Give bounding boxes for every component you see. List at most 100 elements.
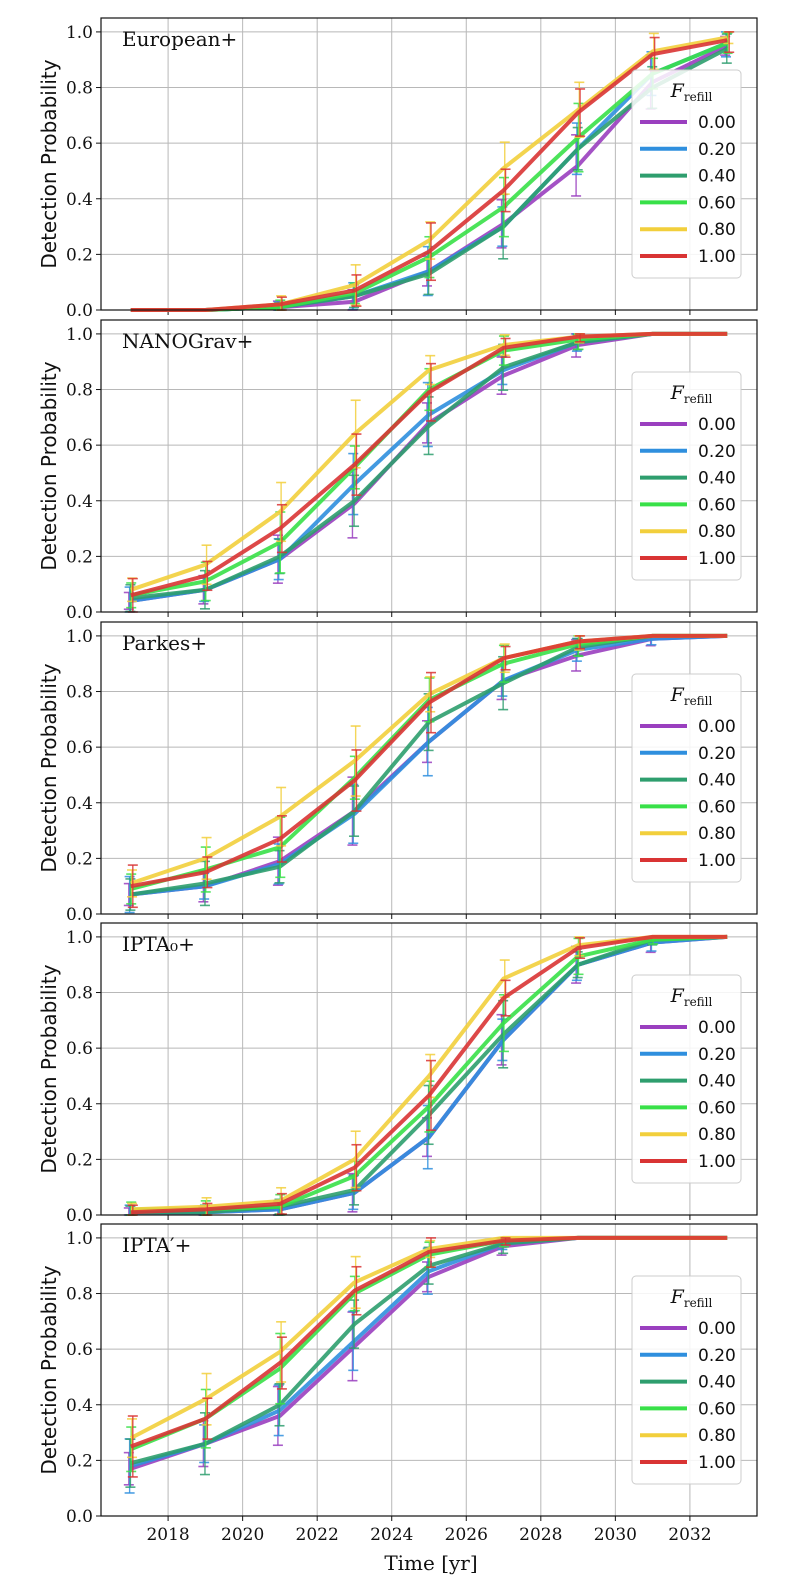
y-tick-label: 0.6 <box>66 134 93 154</box>
panel-title: Parkes+ <box>122 631 207 655</box>
series-1.00 <box>127 331 728 613</box>
y-tick-label: 1.0 <box>66 928 93 948</box>
y-tick-label: 0.4 <box>66 794 93 814</box>
legend-label: 0.60 <box>698 1098 736 1118</box>
y-tick-label: 0.4 <box>66 492 93 512</box>
y-tick-label: 0.8 <box>66 1285 93 1305</box>
y-axis-label: Detection Probability <box>37 59 61 268</box>
y-axis-label: Detection Probability <box>37 1265 61 1474</box>
legend-label: 0.60 <box>698 1399 736 1419</box>
y-tick-label: 0.6 <box>66 738 93 758</box>
y-tick-label: 1.0 <box>66 627 93 647</box>
legend-label: 0.20 <box>698 140 736 160</box>
legend-label: 1.00 <box>698 1453 736 1473</box>
legend-label: 0.80 <box>698 1125 736 1145</box>
panel-title: IPTA′+ <box>122 1233 191 1257</box>
legend-label: 0.00 <box>698 113 736 133</box>
series-line <box>130 633 728 889</box>
legend-label: 0.40 <box>698 469 736 489</box>
x-tick-label: 2026 <box>445 1525 488 1545</box>
legend-label: 1.00 <box>698 1152 736 1172</box>
series-1.00 <box>127 633 728 909</box>
legend-label: 0.60 <box>698 193 736 213</box>
x-tick-label: 2020 <box>221 1525 264 1545</box>
plot-frame <box>100 922 758 1216</box>
panel-5: 0.0 0.2 0.4 0.6 0.8 1.0 2018 2020 2022 2024 2026 20… <box>37 1223 758 1545</box>
plot-frame <box>100 621 758 915</box>
legend-label: 0.40 <box>698 167 736 187</box>
legend-label: 0.80 <box>698 1426 736 1446</box>
legend-label: 0.80 <box>698 824 736 844</box>
y-axis-label: Detection Probability <box>37 964 61 1173</box>
y-tick-label: 1.0 <box>66 325 93 345</box>
y-tick-label: 0.0 <box>66 1507 93 1527</box>
y-axis-label: Detection Probability <box>37 361 61 570</box>
plot-frame <box>100 319 758 613</box>
legend-label: 0.40 <box>698 1373 736 1393</box>
legend-label: 0.00 <box>698 717 736 737</box>
x-tick-label: 2018 <box>146 1525 189 1545</box>
series-line <box>130 38 728 312</box>
legend-label: 0.80 <box>698 220 736 240</box>
y-tick-label: 0.2 <box>66 245 93 265</box>
y-axis-label: Detection Probability <box>37 663 61 872</box>
plot-frame <box>100 1223 758 1517</box>
y-tick-label: 1.0 <box>66 23 93 43</box>
legend-label: 1.00 <box>698 851 736 871</box>
legend-label: 0.20 <box>698 1346 736 1366</box>
x-tick-label: 2024 <box>370 1525 413 1545</box>
series-line <box>130 331 728 598</box>
series-line <box>130 1235 728 1449</box>
y-tick-label: 0.6 <box>66 1340 93 1360</box>
y-tick-label: 0.2 <box>66 547 93 567</box>
panel-title: IPTA₀+ <box>122 932 195 956</box>
series-1.00 <box>127 1235 728 1478</box>
legend-label: 0.20 <box>698 442 736 462</box>
y-tick-label: 1.0 <box>66 1229 93 1249</box>
y-tick-label: 0.4 <box>66 1095 93 1115</box>
y-tick-label: 0.2 <box>66 849 93 869</box>
legend-label: 0.00 <box>698 1018 736 1038</box>
legend-label: 1.00 <box>698 247 736 267</box>
panel-title: European+ <box>122 27 237 51</box>
y-tick-label: 0.0 <box>66 603 93 623</box>
y-tick-label: 0.8 <box>66 381 93 401</box>
series-1.00 <box>127 934 728 1216</box>
y-tick-label: 0.8 <box>66 683 93 703</box>
series-line <box>130 934 728 1215</box>
x-tick-label: 2022 <box>296 1525 339 1545</box>
x-axis-label: Time [yr] <box>384 1551 477 1575</box>
y-tick-label: 0.8 <box>66 79 93 99</box>
y-tick-label: 0.0 <box>66 301 93 321</box>
y-tick-label: 0.6 <box>66 1039 93 1059</box>
legend-label: 0.80 <box>698 522 736 542</box>
y-tick-label: 0.0 <box>66 1206 93 1226</box>
legend-label: 0.20 <box>698 1045 736 1065</box>
legend-label: 0.60 <box>698 797 736 817</box>
legend-label: 0.40 <box>698 771 736 791</box>
y-tick-label: 0.0 <box>66 905 93 925</box>
y-tick-label: 0.6 <box>66 436 93 456</box>
y-tick-label: 0.4 <box>66 190 93 210</box>
y-tick-label: 0.2 <box>66 1451 93 1471</box>
legend-label: 0.00 <box>698 415 736 435</box>
legend-label: 0.20 <box>698 744 736 764</box>
x-tick-label: 2032 <box>668 1525 711 1545</box>
x-tick-label: 2030 <box>594 1525 637 1545</box>
y-tick-label: 0.4 <box>66 1396 93 1416</box>
x-tick-label: 2028 <box>519 1525 562 1545</box>
y-tick-label: 0.2 <box>66 1150 93 1170</box>
legend-label: 0.40 <box>698 1072 736 1092</box>
legend-label: 0.60 <box>698 495 736 515</box>
plot-frame <box>100 17 758 311</box>
